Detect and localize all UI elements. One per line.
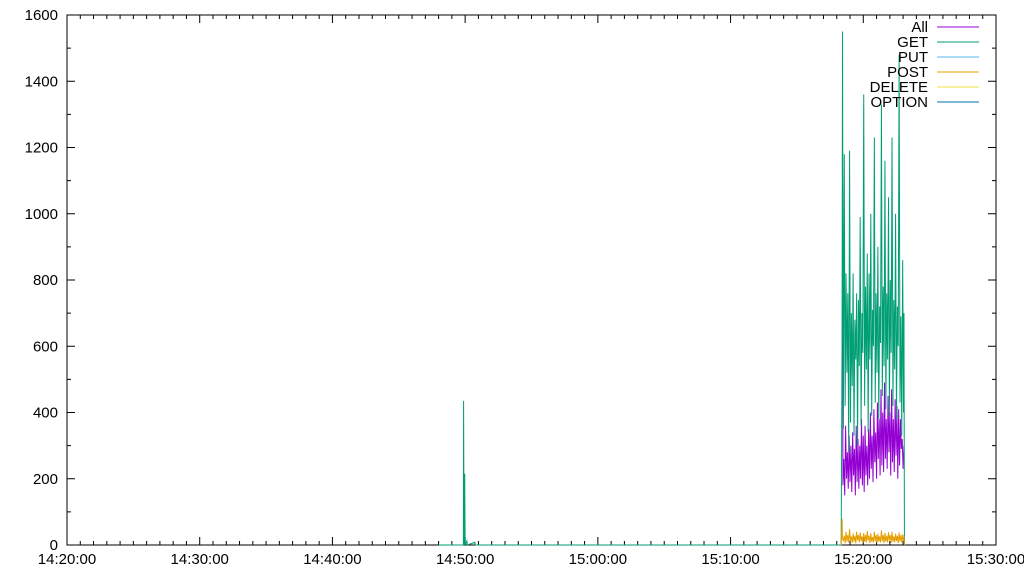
x-tick-label: 14:30:00	[171, 551, 229, 568]
y-tick-label: 0	[50, 537, 58, 554]
series-line-post	[840, 518, 905, 546]
y-tick-label: 600	[33, 338, 58, 355]
series-line-get	[438, 31, 905, 546]
x-tick-label: 15:20:00	[834, 551, 892, 568]
legend-label-get: GET	[897, 34, 928, 51]
y-tick-label: 1400	[25, 73, 58, 90]
x-tick-label: 14:40:00	[303, 551, 361, 568]
legend-label-put: PUT	[898, 49, 928, 66]
y-tick-label: 400	[33, 405, 58, 422]
y-tick-label: 800	[33, 272, 58, 289]
x-tick-label: 15:30:00	[967, 551, 1024, 568]
y-tick-label: 200	[33, 471, 58, 488]
x-tick-labels: 14:20:00 14:30:00 14:40:00 14:50:00 15:00:00…	[38, 551, 1024, 568]
x-tick-label: 15:00:00	[569, 551, 627, 568]
axis-ticks	[66, 14, 997, 546]
legend-label-delete: DELETE	[870, 79, 928, 96]
x-tick-label: 14:50:00	[436, 551, 494, 568]
y-tick-labels: 0 200 400 600 800 1000 1200 1400 1600	[25, 7, 58, 554]
y-tick-label: 1200	[25, 140, 58, 157]
legend-label-option: OPTION	[870, 94, 928, 111]
series-line-all	[841, 210, 905, 496]
series-lines	[438, 31, 905, 546]
x-tick-label: 14:20:00	[38, 551, 96, 568]
legend-label-all: All	[911, 19, 928, 36]
x-tick-label: 15:10:00	[701, 551, 759, 568]
legend-label-post: POST	[887, 64, 928, 81]
y-tick-label: 1600	[25, 7, 58, 24]
y-tick-label: 1000	[25, 206, 58, 223]
